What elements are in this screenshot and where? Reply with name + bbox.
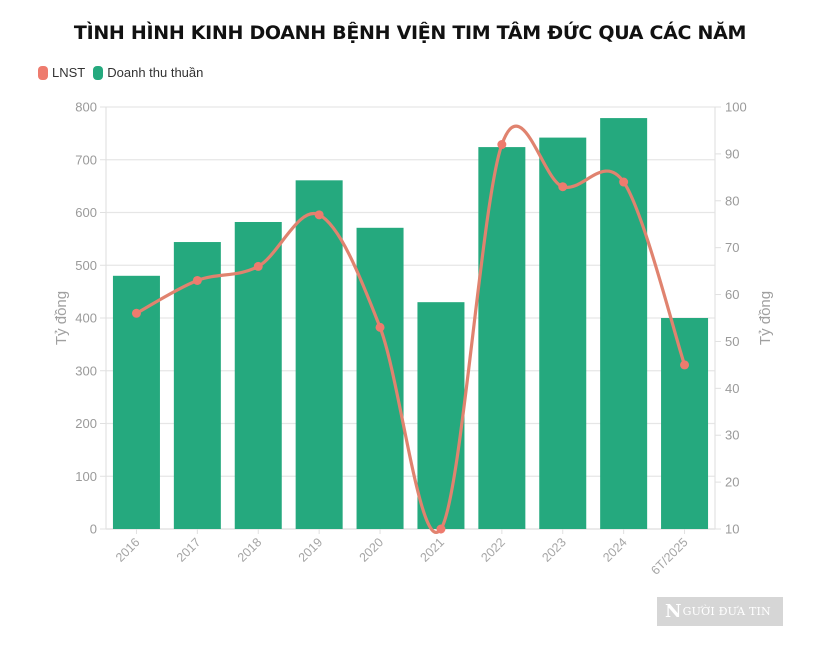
bar-revenue[interactable]: [112, 275, 160, 529]
x-tick-label: 2022: [478, 535, 508, 565]
x-tick-label: 2017: [174, 535, 204, 565]
y-tick-left: 400: [75, 311, 97, 326]
legend-item-revenue[interactable]: Doanh thu thuần: [93, 65, 203, 80]
watermark-text: GƯỜI ĐƯA TIN: [682, 605, 771, 618]
bar-revenue[interactable]: [356, 227, 404, 530]
x-tick-label: 2021: [418, 535, 448, 565]
y-tick-right: 50: [725, 334, 739, 349]
y-tick-left: 200: [75, 416, 97, 431]
y-tick-right: 40: [725, 381, 739, 396]
legend-item-lnst[interactable]: LNST: [38, 65, 85, 80]
y-tick-right: 90: [725, 146, 739, 161]
y-axis-title-left: Tỷ đồng: [53, 291, 70, 345]
watermark-logo: N GƯỜI ĐƯA TIN: [657, 597, 783, 626]
y-tick-left: 800: [75, 100, 97, 115]
x-tick-label: 6T/2025: [648, 535, 690, 577]
line-marker-lnst[interactable]: [436, 524, 446, 534]
bar-revenue[interactable]: [539, 137, 587, 529]
y-tick-right: 80: [725, 193, 739, 208]
bar-revenue[interactable]: [173, 242, 221, 530]
legend-label-lnst: LNST: [52, 65, 86, 80]
y-tick-left: 500: [75, 258, 97, 273]
y-tick-right: 100: [725, 100, 747, 115]
bar-revenue[interactable]: [417, 302, 465, 529]
line-marker-lnst[interactable]: [253, 261, 263, 271]
line-marker-lnst[interactable]: [375, 322, 385, 332]
x-tick-label: 2016: [113, 535, 143, 565]
x-tick-label: 2024: [600, 535, 630, 565]
x-tick-label: 2018: [235, 535, 265, 565]
y-tick-left: 0: [90, 522, 97, 537]
y-tick-right: 10: [725, 522, 739, 537]
bar-revenue[interactable]: [295, 180, 343, 529]
line-marker-lnst[interactable]: [619, 177, 629, 187]
line-marker-lnst[interactable]: [558, 182, 568, 192]
y-tick-right: 30: [725, 428, 739, 443]
legend-swatch-revenue: [93, 65, 104, 80]
y-tick-left: 600: [75, 205, 97, 220]
x-tick-label: 2023: [539, 535, 569, 565]
line-marker-lnst[interactable]: [497, 140, 507, 150]
x-tick-label: 2020: [357, 535, 387, 565]
y-tick-left: 100: [75, 469, 97, 484]
y-tick-right: 20: [725, 475, 739, 490]
line-marker-lnst[interactable]: [192, 275, 202, 285]
y-tick-right: 70: [725, 240, 739, 255]
y-tick-left: 700: [75, 152, 97, 167]
bar-revenue[interactable]: [600, 118, 648, 529]
legend: LNST Doanh thu thuần: [38, 65, 211, 80]
y-tick-right: 60: [725, 287, 739, 302]
legend-swatch-lnst: [38, 65, 48, 80]
bar-revenue[interactable]: [478, 147, 526, 529]
line-marker-lnst[interactable]: [131, 308, 141, 318]
y-tick-left: 300: [75, 363, 97, 378]
legend-label-revenue: Doanh thu thuần: [107, 65, 204, 80]
chart-title: TÌNH HÌNH KINH DOANH BỆNH VIỆN TIM TÂM Đ…: [73, 22, 747, 44]
line-marker-lnst[interactable]: [680, 360, 690, 370]
line-marker-lnst[interactable]: [314, 210, 324, 220]
x-tick-label: 2019: [296, 535, 326, 565]
y-axis-title-right: Tỷ đồng: [757, 291, 774, 345]
bar-revenue[interactable]: [661, 318, 709, 529]
watermark-initial: N: [665, 601, 682, 622]
